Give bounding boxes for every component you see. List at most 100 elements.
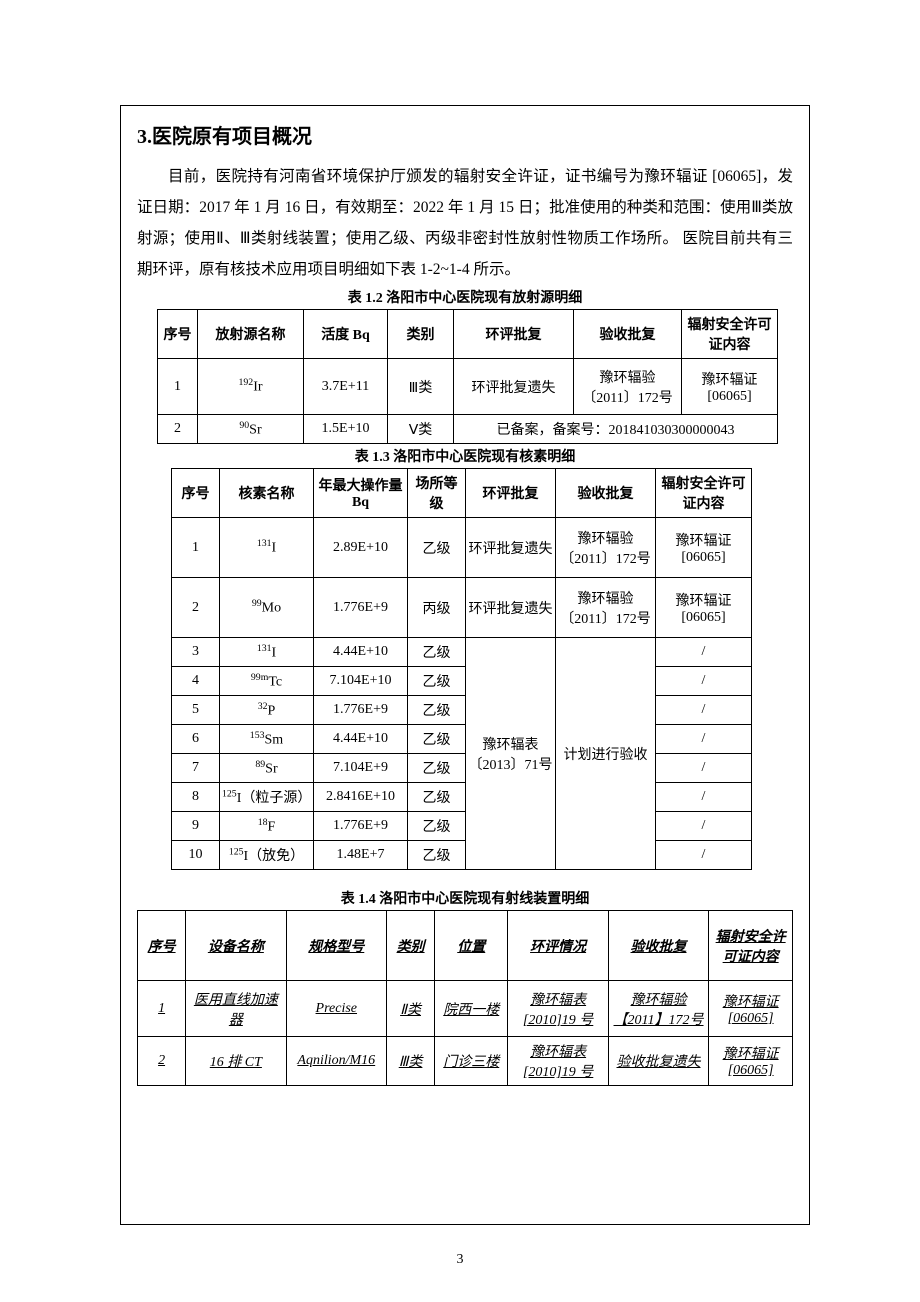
td: 153Sm: [220, 725, 314, 754]
td: /: [656, 812, 752, 841]
table-1-4-caption: 表 1.4 洛阳市中心医院现有射线装置明细: [137, 888, 793, 908]
td: 4.44E+10: [314, 725, 408, 754]
td: 7.104E+10: [314, 667, 408, 696]
th: 类别: [387, 911, 435, 981]
td: 门诊三楼: [435, 1037, 508, 1086]
td: 乙级: [408, 754, 466, 783]
heading-number: 3.: [137, 126, 152, 148]
td: 乙级: [408, 638, 466, 667]
td: 乙级: [408, 667, 466, 696]
td: 10: [172, 841, 220, 870]
table-row: 10 125I（放免） 1.48E+7 乙级 /: [172, 841, 752, 870]
td: /: [656, 638, 752, 667]
td: 乙级: [408, 725, 466, 754]
td: 2.89E+10: [314, 518, 408, 578]
td: 豫环辐证[06065]: [709, 981, 793, 1037]
td: 16 排 CT: [186, 1037, 286, 1086]
td: 5: [172, 696, 220, 725]
td: 1.776E+9: [314, 578, 408, 638]
th: 年最大操作量 Bq: [314, 469, 408, 518]
td: /: [656, 725, 752, 754]
page-border: 3.医院原有项目概况 目前，医院持有河南省环境保护厅颁发的辐射安全许证，证书编号…: [120, 105, 810, 1225]
td: 99mTc: [220, 667, 314, 696]
td: 豫环辐验〔2011〕172号: [556, 518, 656, 578]
table-1-2: 序号 放射源名称 活度 Bq 类别 环评批复 验收批复 辐射安全许可证内容 1 …: [157, 309, 778, 444]
th: 辐射安全许可证内容: [682, 310, 778, 359]
td: 2: [138, 1037, 186, 1086]
td: 4: [172, 667, 220, 696]
td: 1: [172, 518, 220, 578]
table-row: 3 131I 4.44E+10 乙级 豫环辐表〔2013〕71号 计划进行验收 …: [172, 638, 752, 667]
td: 环评批复遗失: [466, 518, 556, 578]
td: 验收批复遗失: [608, 1037, 708, 1086]
td: 131I: [220, 638, 314, 667]
th: 设备名称: [186, 911, 286, 981]
th: 验收批复: [574, 310, 682, 359]
td: 乙级: [408, 783, 466, 812]
th: 类别: [388, 310, 454, 359]
table-row: 8 125I（粒子源） 2.8416E+10 乙级 /: [172, 783, 752, 812]
td: Precise: [286, 981, 386, 1037]
td: 1: [158, 359, 198, 415]
td: Aqnilion/M16: [286, 1037, 386, 1086]
th: 序号: [138, 911, 186, 981]
intro-paragraph: 目前，医院持有河南省环境保护厅颁发的辐射安全许证，证书编号为豫环辐证 [0606…: [137, 161, 793, 285]
th: 活度 Bq: [304, 310, 388, 359]
td: 豫环辐证[06065]: [656, 518, 752, 578]
td: 环评批复遗失: [466, 578, 556, 638]
td: 豫环辐表[2010]19 号: [508, 981, 608, 1037]
td: /: [656, 754, 752, 783]
td: Ⅲ类: [388, 359, 454, 415]
td: 1.48E+7: [314, 841, 408, 870]
th: 位置: [435, 911, 508, 981]
td: 1.776E+9: [314, 696, 408, 725]
td: Ⅴ类: [388, 415, 454, 444]
th: 环评批复: [454, 310, 574, 359]
td: 丙级: [408, 578, 466, 638]
td: 院西一楼: [435, 981, 508, 1037]
td: 1.5E+10: [304, 415, 388, 444]
th: 环评情况: [508, 911, 608, 981]
td: 豫环辐表[2010]19 号: [508, 1037, 608, 1086]
td: 豫环辐证[06065]: [656, 578, 752, 638]
td: 豫环辐表〔2013〕71号: [466, 638, 556, 870]
table-row: 7 89Sr 7.104E+9 乙级 /: [172, 754, 752, 783]
td: 18F: [220, 812, 314, 841]
td: Ⅲ类: [387, 1037, 435, 1086]
td: 乙级: [408, 812, 466, 841]
td: /: [656, 667, 752, 696]
table-header-row: 序号 放射源名称 活度 Bq 类别 环评批复 验收批复 辐射安全许可证内容: [158, 310, 778, 359]
td: 乙级: [408, 841, 466, 870]
td: 豫环辐证[06065]: [682, 359, 778, 415]
td: 1.776E+9: [314, 812, 408, 841]
td: 已备案，备案号：201841030300000043: [454, 415, 778, 444]
td: 2: [172, 578, 220, 638]
table-row: 2 90Sr 1.5E+10 Ⅴ类 已备案，备案号：20184103030000…: [158, 415, 778, 444]
td: 90Sr: [198, 415, 304, 444]
th: 辐射安全许可证内容: [709, 911, 793, 981]
th: 辐射安全许可证内容: [656, 469, 752, 518]
td: 豫环辐证[06065]: [709, 1037, 793, 1086]
td: 医用直线加速器: [186, 981, 286, 1037]
td: 豫环辐验【2011】172号: [608, 981, 708, 1037]
table-header-row: 序号 设备名称 规格型号 类别 位置 环评情况 验收批复 辐射安全许可证内容: [138, 911, 793, 981]
table-1-3-caption: 表 1.3 洛阳市中心医院现有核素明细: [137, 446, 793, 466]
table-row: 1 医用直线加速器 Precise Ⅱ类 院西一楼 豫环辐表[2010]19 号…: [138, 981, 793, 1037]
td: 125I（放免）: [220, 841, 314, 870]
table-1-2-caption: 表 1.2 洛阳市中心医院现有放射源明细: [137, 287, 793, 307]
table-row: 9 18F 1.776E+9 乙级 /: [172, 812, 752, 841]
table-row: 5 32P 1.776E+9 乙级 /: [172, 696, 752, 725]
th: 放射源名称: [198, 310, 304, 359]
td: 3.7E+11: [304, 359, 388, 415]
td: 32P: [220, 696, 314, 725]
th: 验收批复: [608, 911, 708, 981]
table-1-4: 序号 设备名称 规格型号 类别 位置 环评情况 验收批复 辐射安全许可证内容 1…: [137, 910, 793, 1086]
table-row: 1 192Ir 3.7E+11 Ⅲ类 环评批复遗失 豫环辐验〔2011〕172号…: [158, 359, 778, 415]
th: 规格型号: [286, 911, 386, 981]
table-row: 6 153Sm 4.44E+10 乙级 /: [172, 725, 752, 754]
table-header-row: 序号 核素名称 年最大操作量 Bq 场所等级 环评批复 验收批复 辐射安全许可证…: [172, 469, 752, 518]
td: /: [656, 841, 752, 870]
td: 131I: [220, 518, 314, 578]
th: 场所等级: [408, 469, 466, 518]
td: 3: [172, 638, 220, 667]
